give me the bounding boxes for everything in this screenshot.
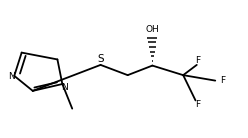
- Text: F: F: [220, 76, 225, 85]
- Text: N: N: [8, 72, 15, 81]
- Text: N: N: [61, 83, 68, 91]
- Text: F: F: [195, 56, 201, 65]
- Text: S: S: [97, 54, 104, 64]
- Text: F: F: [195, 100, 201, 109]
- Text: OH: OH: [146, 25, 159, 34]
